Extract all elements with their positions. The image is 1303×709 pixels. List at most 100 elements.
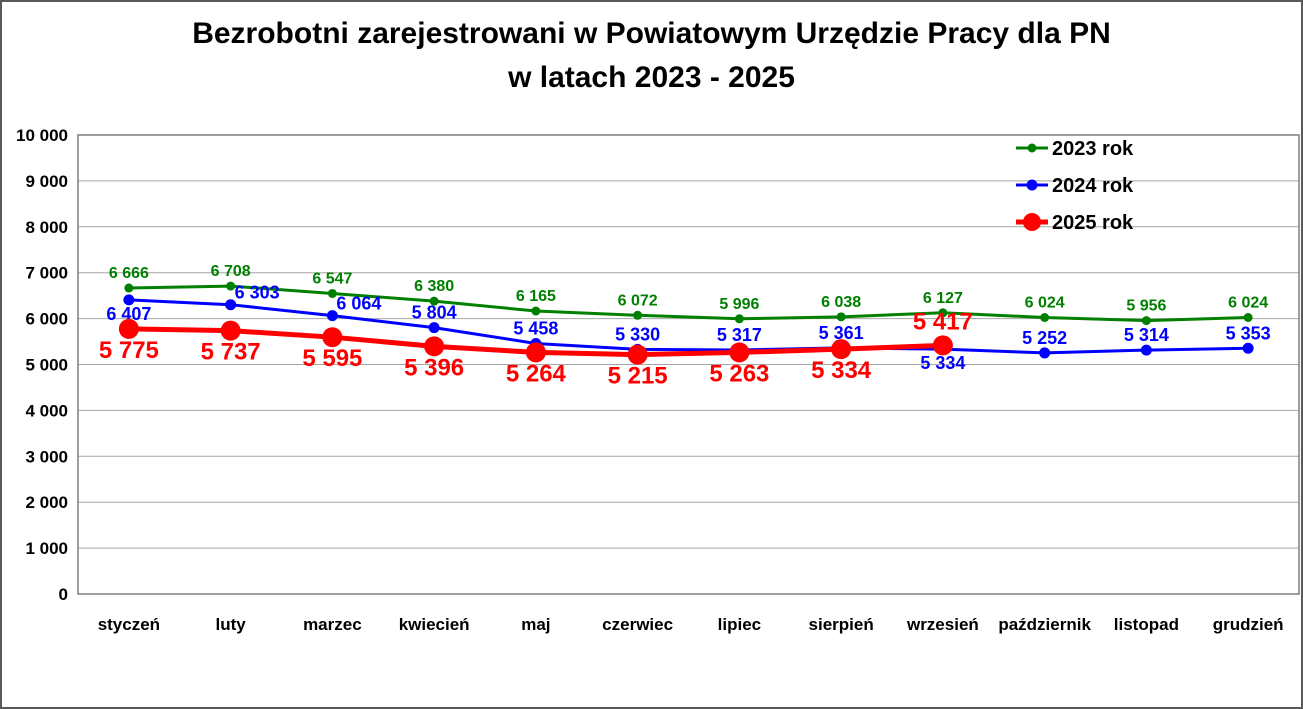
x-axis-label: marzec	[303, 615, 362, 634]
data-label-2025: 5 263	[709, 360, 769, 387]
y-axis-tick-label: 10 000	[16, 126, 68, 145]
data-label-2025: 5 595	[302, 345, 362, 372]
chart-title-line1: Bezrobotni zarejestrowani w Powiatowym U…	[192, 17, 1111, 50]
data-point-marker-2023	[1040, 312, 1050, 322]
y-axis-tick-label: 7 000	[25, 264, 68, 283]
data-label-2023: 6 708	[211, 263, 251, 280]
x-axis-label: grudzień	[1213, 615, 1284, 634]
data-label-2024: 5 458	[513, 318, 558, 338]
data-label-2023: 6 165	[516, 288, 556, 305]
y-axis-tick-label: 6 000	[25, 310, 68, 329]
data-label-2024: 5 353	[1226, 323, 1271, 343]
legend-label: 2023 rok	[1052, 138, 1134, 160]
data-point-marker-2025	[322, 327, 343, 348]
legend-item-2024: 2024 rok	[1016, 175, 1134, 197]
data-point-marker-2024	[428, 322, 440, 334]
series-line-2023	[128, 284, 1249, 323]
x-axis-label: listopad	[1114, 615, 1179, 634]
data-point-marker-2023	[226, 281, 236, 291]
data-label-2025: 5 396	[404, 354, 464, 381]
plot-border	[77, 134, 1300, 595]
data-label-2024: 5 317	[717, 325, 762, 345]
data-label-2024: 6 303	[235, 283, 280, 303]
data-label-2024: 6 407	[106, 304, 151, 324]
data-point-marker-2025	[118, 318, 139, 339]
legend-marker	[1027, 143, 1037, 153]
data-label-2023: 6 072	[618, 292, 658, 309]
y-axis-tick-label: 8 000	[25, 218, 68, 237]
data-label-2025: 5 417	[913, 308, 973, 335]
data-point-marker-2024	[1242, 342, 1254, 354]
data-label-2023: 6 024	[1228, 294, 1268, 311]
legend-marker	[1026, 179, 1038, 191]
data-point-marker-2025	[424, 336, 445, 357]
data-point-marker-2023	[327, 288, 337, 298]
data-point-marker-2023	[531, 306, 541, 316]
series-line-2024	[128, 298, 1249, 355]
data-point-marker-2025	[831, 339, 852, 360]
x-axis-label: luty	[216, 615, 247, 634]
chart-title: Bezrobotni zarejestrowani w Powiatowym U…	[2, 12, 1301, 100]
y-axis-tick-label: 9 000	[25, 172, 68, 191]
data-label-2025: 5 264	[506, 360, 567, 387]
data-label-2023: 6 547	[312, 270, 352, 287]
data-point-marker-2023	[429, 296, 439, 306]
data-label-2025: 5 737	[201, 339, 261, 366]
x-axis-label: wrzesień	[906, 615, 979, 634]
data-point-marker-2025	[220, 320, 241, 341]
data-label-2024: 5 804	[412, 303, 457, 323]
data-label-2025: 5 775	[99, 337, 159, 364]
data-point-marker-2025	[525, 342, 546, 363]
legend-item-2025: 2025 rok	[1016, 212, 1134, 234]
data-label-2023: 5 996	[719, 296, 759, 313]
data-point-marker-2025	[627, 344, 648, 365]
y-axis-tick-label: 0	[59, 585, 68, 604]
data-point-marker-2023	[1243, 312, 1253, 322]
x-axis-label: maj	[521, 615, 550, 634]
data-label-2024: 5 334	[920, 353, 965, 373]
legend-item-2023: 2023 rok	[1016, 138, 1134, 160]
data-label-2024: 5 314	[1124, 325, 1169, 345]
y-axis-tick-label: 4 000	[25, 401, 68, 420]
data-point-marker-2023	[938, 308, 948, 318]
data-point-marker-2024	[123, 294, 135, 306]
data-point-marker-2025	[729, 342, 750, 363]
y-axis-tick-label: 5 000	[25, 356, 68, 375]
data-label-2024: 5 361	[819, 323, 864, 343]
data-point-marker-2023	[734, 314, 744, 324]
data-point-marker-2025	[932, 335, 953, 356]
data-label-2024: 6 064	[336, 294, 381, 314]
y-axis-tick-label: 1 000	[25, 539, 68, 558]
data-label-2023: 6 666	[109, 265, 149, 282]
x-axis-label: lipiec	[718, 615, 761, 634]
x-axis-label: październik	[998, 615, 1091, 634]
data-point-marker-2024	[1039, 347, 1051, 359]
data-point-marker-2023	[836, 312, 846, 322]
data-label-2024: 5 330	[615, 324, 660, 344]
y-axis-tick-label: 3 000	[25, 447, 68, 466]
x-axis-label: kwiecień	[399, 615, 470, 634]
legend-label: 2025 rok	[1052, 212, 1134, 234]
y-axis-tick-label: 2 000	[25, 493, 68, 512]
data-label-2023: 5 956	[1126, 298, 1166, 315]
data-label-2025: 5 334	[811, 357, 872, 384]
legend-label: 2024 rok	[1052, 175, 1134, 197]
data-point-marker-2024	[225, 299, 237, 311]
data-label-2023: 6 380	[414, 278, 454, 295]
data-label-2024: 5 252	[1022, 328, 1067, 348]
chart-title-line2: w latach 2023 - 2025	[508, 61, 795, 94]
data-label-2023: 6 038	[821, 294, 861, 311]
data-point-marker-2023	[124, 283, 134, 293]
data-label-2023: 6 127	[923, 290, 963, 307]
data-point-marker-2023	[633, 310, 643, 320]
data-label-2025: 5 215	[608, 363, 668, 390]
x-axis-label: sierpień	[809, 615, 874, 634]
data-point-marker-2023	[1141, 316, 1151, 326]
x-axis-label: styczeń	[98, 615, 160, 634]
x-axis-label: czerwiec	[602, 615, 673, 634]
data-point-marker-2024	[1140, 344, 1152, 356]
data-point-marker-2024	[326, 310, 338, 322]
legend-marker	[1023, 213, 1041, 231]
